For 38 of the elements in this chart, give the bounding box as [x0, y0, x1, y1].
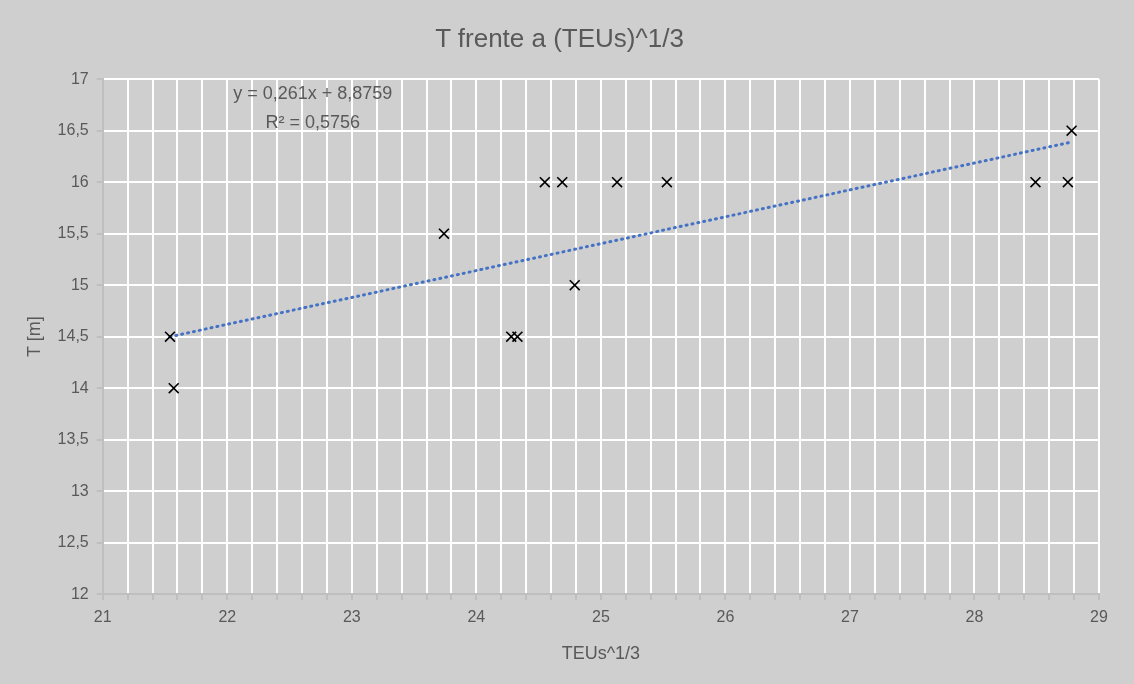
y-tick-label: 12,5 [57, 533, 89, 551]
point [511, 330, 524, 343]
point [505, 330, 517, 343]
y-tick-label: 14 [70, 378, 89, 396]
x-tick-label: 25 [591, 608, 610, 626]
point [568, 279, 581, 291]
x-tick-label: 28 [965, 608, 984, 626]
point [661, 176, 673, 188]
point [556, 176, 569, 188]
point [611, 176, 623, 188]
y-tick-label: 17 [70, 69, 89, 87]
x-tick-label: 26 [716, 608, 735, 626]
point [438, 227, 450, 240]
annotation: y = 0,261x + 8,8759 [233, 83, 393, 104]
y-tick-label: 15,5 [57, 224, 89, 242]
y-tick-label: 13 [70, 481, 89, 499]
x-tick-label: 29 [1090, 608, 1108, 626]
x-axis-title: TEUs^1/3 [561, 643, 641, 664]
y-tick-label: 16 [70, 172, 89, 190]
y-axis-title: T [m] [23, 316, 44, 358]
point [164, 330, 176, 343]
x-tick-label: 27 [841, 608, 859, 626]
x-tick-label: 21 [93, 608, 112, 626]
point [1065, 124, 1078, 137]
point [1029, 176, 1042, 188]
annotation: R² = 0,5756 [265, 112, 361, 133]
y-tick-label: 14,5 [57, 327, 89, 345]
y-tick-label: 15 [70, 275, 89, 293]
x-tick-label: 23 [342, 608, 361, 626]
y-tick-label: 12 [70, 584, 89, 602]
point [539, 176, 551, 188]
point [167, 382, 180, 394]
point [1062, 176, 1074, 188]
x-tick-label: 22 [218, 608, 237, 626]
y-tick-label: 16,5 [57, 121, 89, 139]
x-tick-label: 24 [467, 608, 486, 626]
chart-title: T frente a (TEUs)^1/3 [435, 22, 684, 53]
y-tick-label: 13,5 [57, 430, 89, 448]
